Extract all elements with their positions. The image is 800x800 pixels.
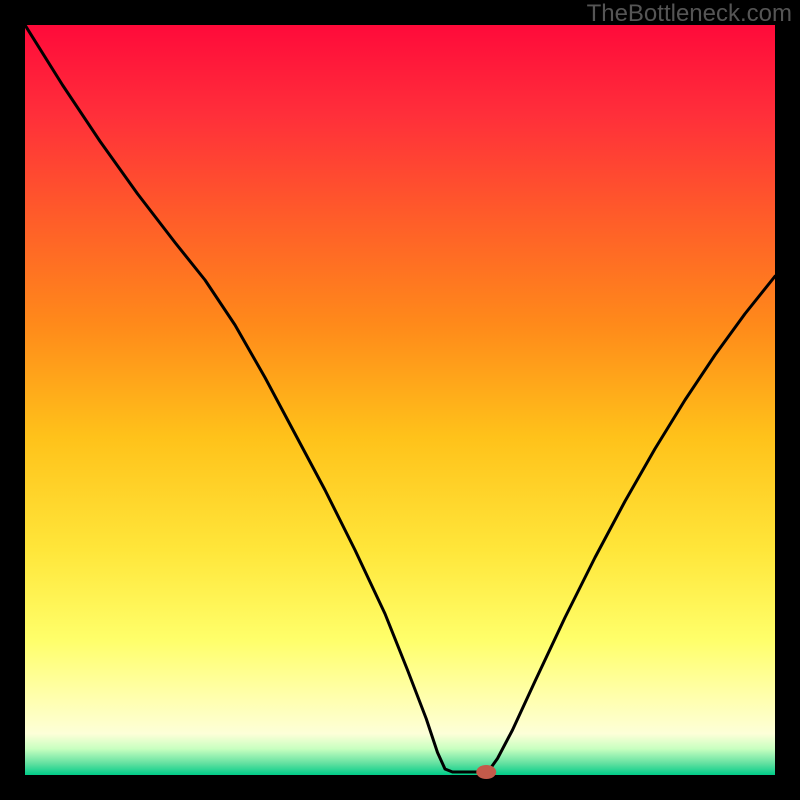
watermark-text: TheBottleneck.com [587, 0, 792, 28]
chart-svg [0, 0, 800, 800]
plot-background [25, 25, 775, 775]
chart-container: TheBottleneck.com [0, 0, 800, 800]
minimum-marker [476, 765, 496, 779]
